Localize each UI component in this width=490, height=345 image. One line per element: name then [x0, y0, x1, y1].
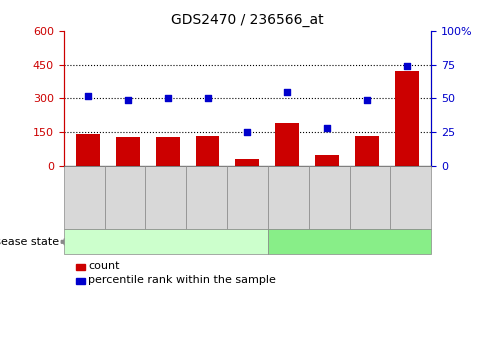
- Text: GSM94600: GSM94600: [324, 171, 334, 224]
- Point: [244, 129, 251, 135]
- Bar: [355, 136, 379, 166]
- Point: [164, 96, 171, 101]
- Point: [403, 63, 411, 69]
- Text: count: count: [88, 262, 120, 271]
- Text: GSM94601: GSM94601: [365, 171, 375, 224]
- Bar: [275, 122, 299, 166]
- Text: GSM94597: GSM94597: [283, 171, 294, 224]
- Point: [323, 125, 331, 131]
- Text: GSM94605: GSM94605: [243, 171, 252, 224]
- Text: GSM94603: GSM94603: [161, 171, 171, 224]
- Point: [203, 96, 211, 101]
- Bar: [116, 137, 140, 166]
- Point: [364, 97, 371, 102]
- Bar: [196, 136, 220, 166]
- Text: normal: normal: [146, 237, 185, 247]
- Text: GSM94602: GSM94602: [406, 171, 416, 224]
- Text: GSM94598: GSM94598: [79, 171, 89, 224]
- Text: disease state: disease state: [0, 237, 59, 247]
- Bar: [316, 155, 339, 166]
- Bar: [395, 71, 419, 166]
- Bar: [236, 159, 259, 166]
- Point: [284, 89, 292, 94]
- Text: GSM94599: GSM94599: [120, 171, 130, 224]
- Text: GSM94604: GSM94604: [201, 171, 212, 224]
- Bar: [156, 137, 179, 166]
- Text: neural tube defect: neural tube defect: [298, 237, 401, 247]
- Point: [84, 93, 92, 98]
- Title: GDS2470 / 236566_at: GDS2470 / 236566_at: [171, 13, 324, 27]
- Text: percentile rank within the sample: percentile rank within the sample: [88, 275, 276, 285]
- Bar: [75, 134, 99, 166]
- Point: [123, 97, 131, 102]
